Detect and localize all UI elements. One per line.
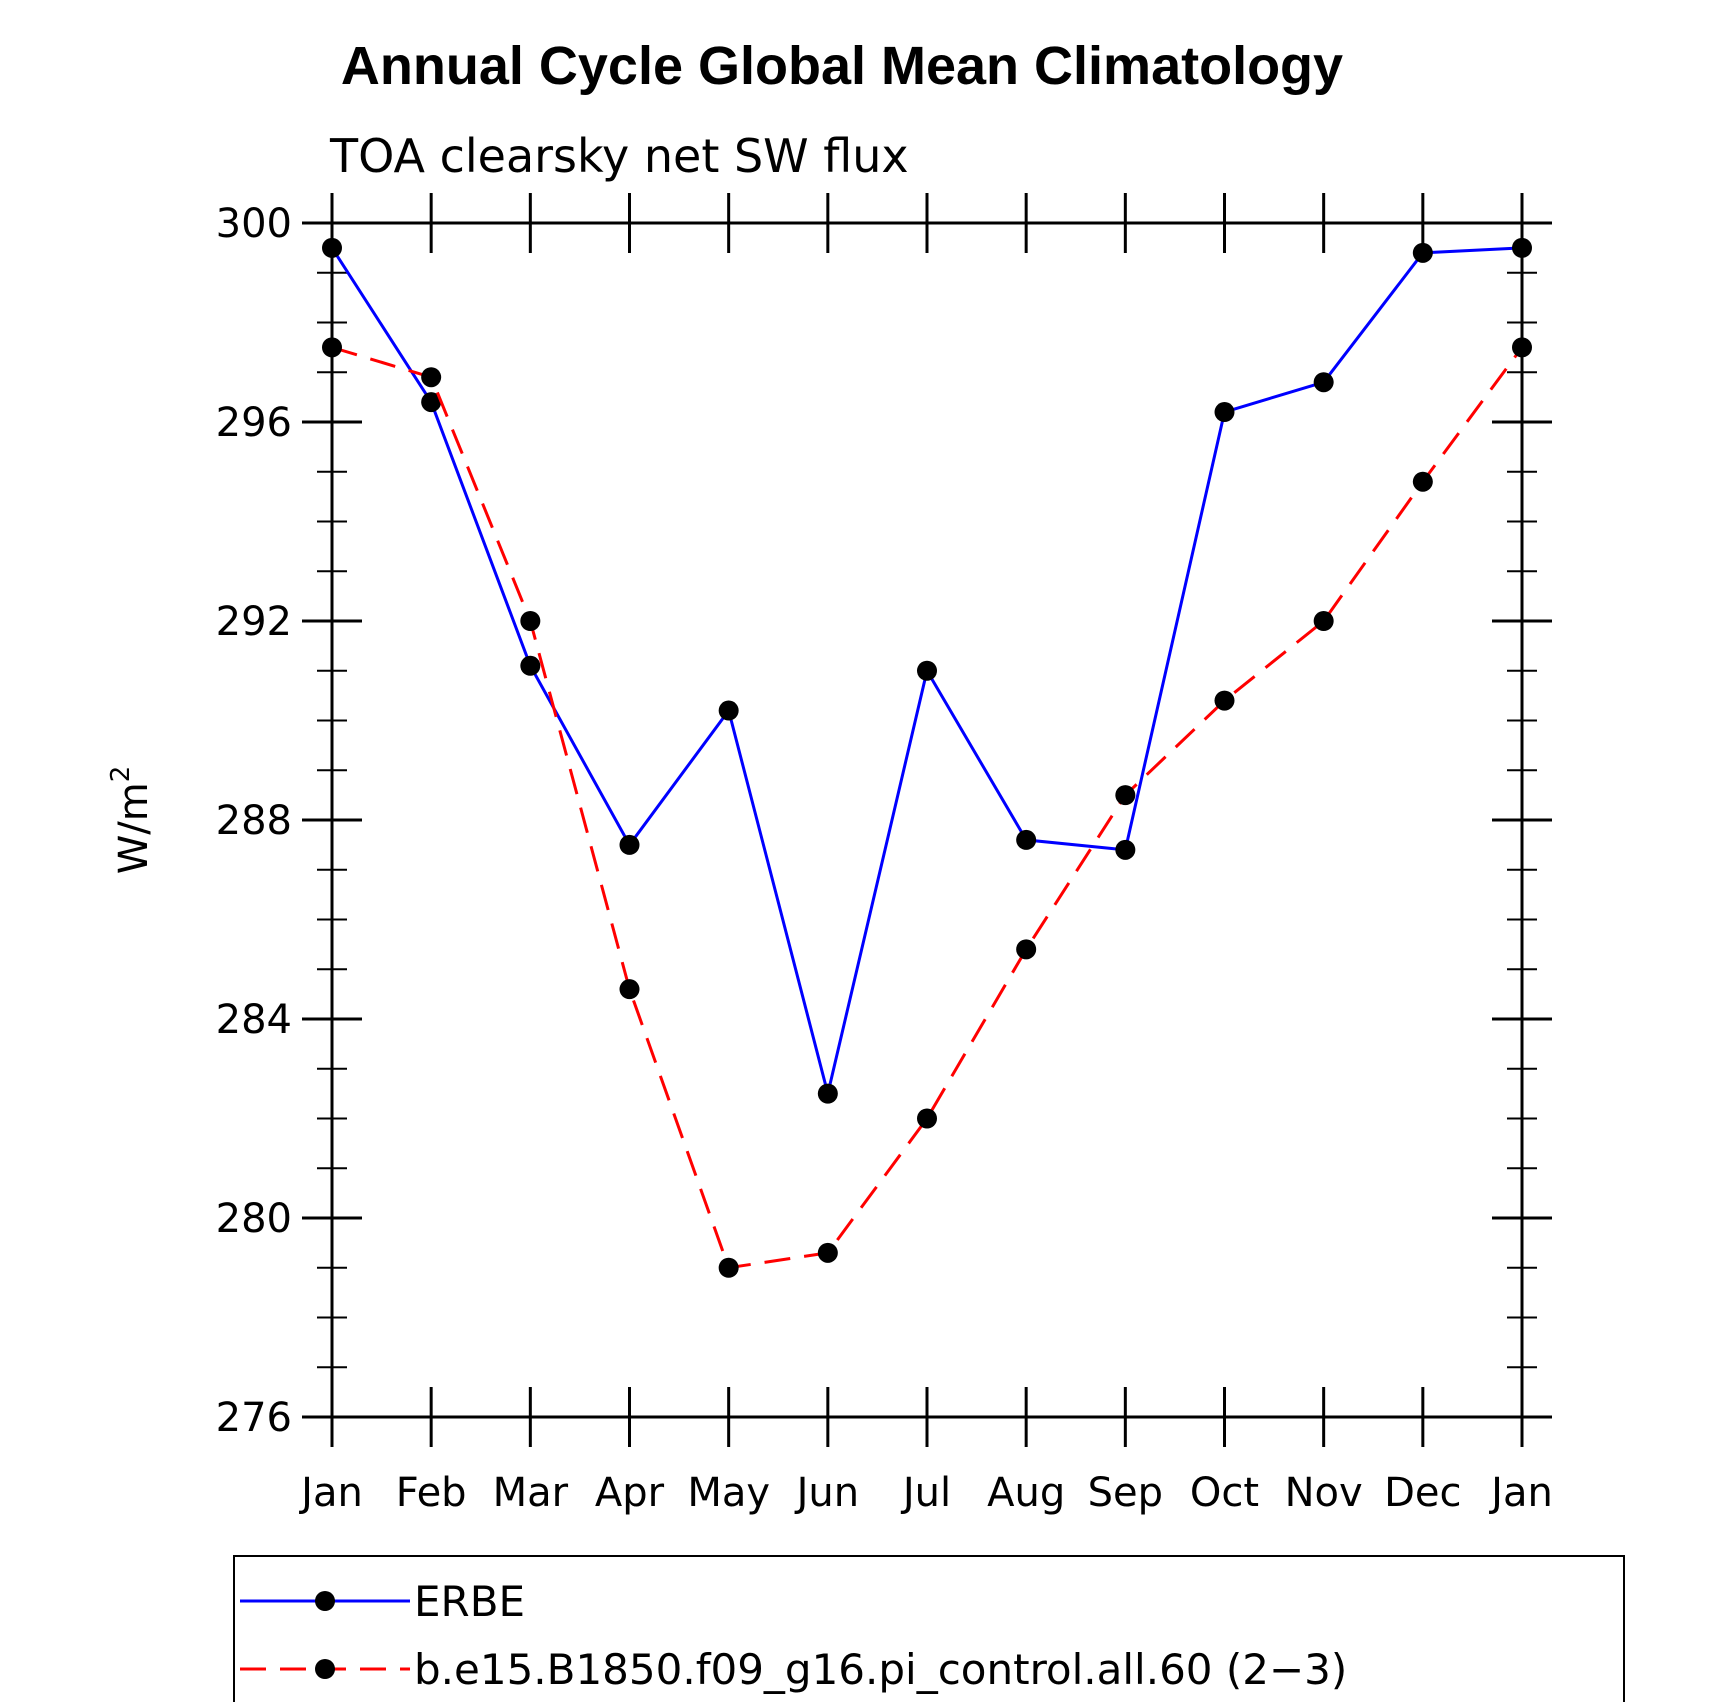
data-point [322, 237, 342, 258]
data-point [917, 1108, 937, 1129]
data-point [1214, 690, 1235, 711]
legend-marker [315, 1591, 335, 1611]
data-point [718, 700, 739, 721]
data-point [421, 367, 442, 388]
x-tick-label: Apr [595, 1470, 665, 1516]
plot-border [330, 221, 1524, 1419]
data-point [817, 1242, 838, 1263]
chart-title: Annual Cycle Global Mean Climatology [341, 36, 1343, 96]
x-tick-label: Aug [987, 1470, 1065, 1516]
x-tick-label: Jan [298, 1470, 363, 1516]
y-axis-title-superscript: 2 [106, 766, 136, 783]
y-tick-label: 276 [216, 1395, 292, 1441]
data-point [1512, 237, 1532, 258]
series-group [322, 237, 1532, 1104]
data-point [1512, 337, 1532, 358]
x-tick-label: Dec [1384, 1470, 1461, 1516]
series-line [331, 345, 1524, 1270]
data-point [917, 660, 937, 681]
data-point [1016, 829, 1037, 850]
data-point [619, 979, 640, 1000]
data-point [1313, 372, 1334, 393]
plot-frame [330, 221, 1524, 1419]
data-point [1115, 785, 1136, 806]
data-point [520, 655, 541, 676]
legend-box [233, 1555, 1625, 1702]
data-point [1412, 242, 1433, 263]
legend-marker [315, 1659, 335, 1679]
x-tick-label: Nov [1285, 1470, 1363, 1516]
y-tick-label: 296 [216, 400, 292, 446]
x-tick-label: Jan [1488, 1470, 1553, 1516]
y-axis-title-text: W/m [111, 782, 157, 874]
x-tick-label: Feb [396, 1470, 467, 1516]
series-group [322, 337, 1532, 1278]
data-point [1412, 471, 1433, 492]
data-point [718, 1257, 739, 1278]
data-point [1313, 611, 1334, 631]
data-point [421, 392, 442, 413]
legend-label: ERBE [414, 1577, 525, 1626]
data-point [322, 337, 342, 358]
x-tick-label: Oct [1190, 1470, 1259, 1516]
data-point [520, 611, 541, 631]
chart-subtitle: TOA clearsky net SW flux [329, 129, 909, 183]
y-axis: 276 280 284 288 292 296 300 [216, 201, 1552, 1441]
y-tick-label: 280 [216, 1196, 292, 1242]
x-tick-label: Jun [794, 1470, 860, 1516]
x-tick-label: Sep [1088, 1470, 1163, 1516]
series-layer [322, 237, 1532, 1278]
x-tick-label: Mar [493, 1470, 569, 1516]
legend-label: b.e15.B1850.f09_g16.pi_control.all.60 (2… [414, 1645, 1347, 1694]
data-point [1115, 839, 1136, 860]
legend: ERBE b.e15.B1850.f09_g16.pi_control.all.6… [233, 1555, 1625, 1702]
y-tick-label: 292 [216, 599, 292, 645]
data-point [1016, 939, 1037, 960]
data-point [817, 1083, 838, 1104]
y-axis-title: W/m2 [106, 766, 157, 875]
data-point [1214, 402, 1235, 423]
x-tick-label: May [687, 1470, 770, 1516]
y-tick-label: 300 [216, 201, 292, 247]
y-tick-label: 284 [216, 997, 292, 1043]
y-tick-label: 288 [216, 798, 292, 844]
x-tick-label: Jul [900, 1470, 951, 1516]
data-point [619, 834, 640, 855]
x-axis: Jan Feb Mar Apr May Jun Jul Aug Sep Oct Nov Dec Jan [298, 193, 1553, 1516]
